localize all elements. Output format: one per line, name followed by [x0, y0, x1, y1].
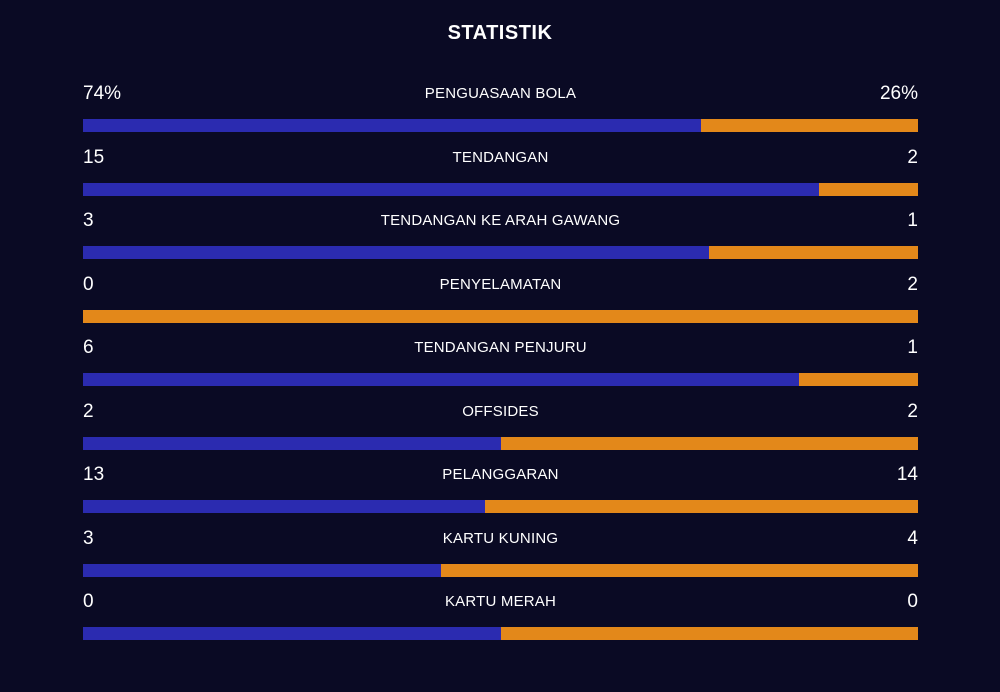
- stat-row: 2 OFFSIDES 2: [83, 398, 918, 462]
- stat-header: 3 KARTU KUNING 4: [83, 525, 918, 553]
- stat-header: 13 PELANGGARAN 14: [83, 461, 918, 489]
- comparison-bar: [83, 500, 918, 513]
- comparison-bar: [83, 182, 918, 196]
- stat-label: KARTU KUNING: [442, 529, 559, 547]
- stat-row: 6 TENDANGAN PENJURU 1: [83, 334, 918, 398]
- comparison-bar: [83, 373, 918, 386]
- away-bar-fill: [500, 436, 918, 450]
- home-value: 3: [83, 210, 94, 231]
- home-bar-fill: [83, 563, 442, 577]
- comparison-bar: [83, 436, 918, 450]
- away-value: 0: [907, 591, 918, 612]
- away-bar-fill: [83, 309, 918, 323]
- home-bar-fill: [83, 182, 820, 196]
- stat-header: 15 TENDANGAN 2: [83, 144, 918, 172]
- stat-row: 3 KARTU KUNING 4: [83, 525, 918, 589]
- away-bar-fill: [798, 373, 918, 386]
- stat-header: 0 KARTU MERAH 0: [83, 588, 918, 616]
- stat-label: OFFSIDES: [462, 402, 539, 420]
- away-bar-fill: [441, 563, 918, 577]
- away-bar-fill: [709, 246, 918, 259]
- home-bar-fill: [83, 500, 485, 513]
- away-bar-fill: [700, 119, 918, 132]
- away-value: 2: [907, 400, 918, 422]
- stat-row: 0 PENYELAMATAN 2: [83, 271, 918, 335]
- home-bar-fill: [83, 627, 501, 640]
- away-value: 4: [907, 527, 918, 549]
- comparison-bar: [83, 563, 918, 577]
- stat-row: 74% PENGUASAAN BOLA 26%: [83, 80, 918, 144]
- stat-header: 0 PENYELAMATAN 2: [83, 271, 918, 299]
- stat-label: PENYELAMATAN: [439, 275, 562, 293]
- stat-header: 74% PENGUASAAN BOLA 26%: [83, 80, 918, 108]
- home-bar-fill: [83, 246, 710, 259]
- stats-list: 74% PENGUASAAN BOLA 26% 15 TENDANGAN 2 3 TENDAN…: [83, 80, 918, 652]
- home-bar-fill: [83, 373, 799, 386]
- away-value: 1: [907, 337, 918, 358]
- away-bar-fill: [819, 182, 918, 196]
- home-value: 0: [83, 591, 94, 612]
- home-bar-fill: [83, 119, 701, 132]
- away-value: 1: [907, 210, 918, 231]
- stat-row: 0 KARTU MERAH 0: [83, 588, 918, 652]
- stat-label: TENDANGAN: [452, 148, 549, 166]
- away-bar-fill: [484, 500, 918, 513]
- stat-row: 15 TENDANGAN 2: [83, 144, 918, 208]
- page-title: STATISTIK: [447, 22, 553, 44]
- stat-label: TENDANGAN KE ARAH GAWANG: [380, 212, 621, 229]
- stat-label: PELANGGARAN: [442, 466, 559, 483]
- stat-header: 6 TENDANGAN PENJURU 1: [83, 334, 918, 362]
- home-value: 2: [83, 400, 94, 422]
- away-value: 2: [907, 146, 918, 168]
- stat-row: 3 TENDANGAN KE ARAH GAWANG 1: [83, 207, 918, 271]
- comparison-bar: [83, 119, 918, 132]
- stat-header: 3 TENDANGAN KE ARAH GAWANG 1: [83, 207, 918, 235]
- stat-label: PENGUASAAN BOLA: [424, 85, 577, 102]
- stat-header: 2 OFFSIDES 2: [83, 398, 918, 426]
- home-value: 6: [83, 337, 94, 358]
- stat-row: 13 PELANGGARAN 14: [83, 461, 918, 525]
- home-value: 0: [83, 273, 94, 295]
- away-value: 26%: [879, 83, 918, 104]
- away-value: 2: [907, 273, 918, 295]
- stat-label: TENDANGAN PENJURU: [414, 339, 587, 356]
- comparison-bar: [83, 246, 918, 259]
- home-bar-fill: [83, 436, 501, 450]
- comparison-bar: [83, 309, 918, 323]
- comparison-bar: [83, 627, 918, 640]
- stat-label: KARTU MERAH: [444, 593, 557, 610]
- away-value: 14: [896, 464, 918, 485]
- home-value: 3: [83, 527, 94, 549]
- home-value: 74%: [83, 83, 122, 104]
- home-value: 15: [83, 146, 105, 168]
- away-bar-fill: [500, 627, 918, 640]
- home-value: 13: [83, 464, 105, 485]
